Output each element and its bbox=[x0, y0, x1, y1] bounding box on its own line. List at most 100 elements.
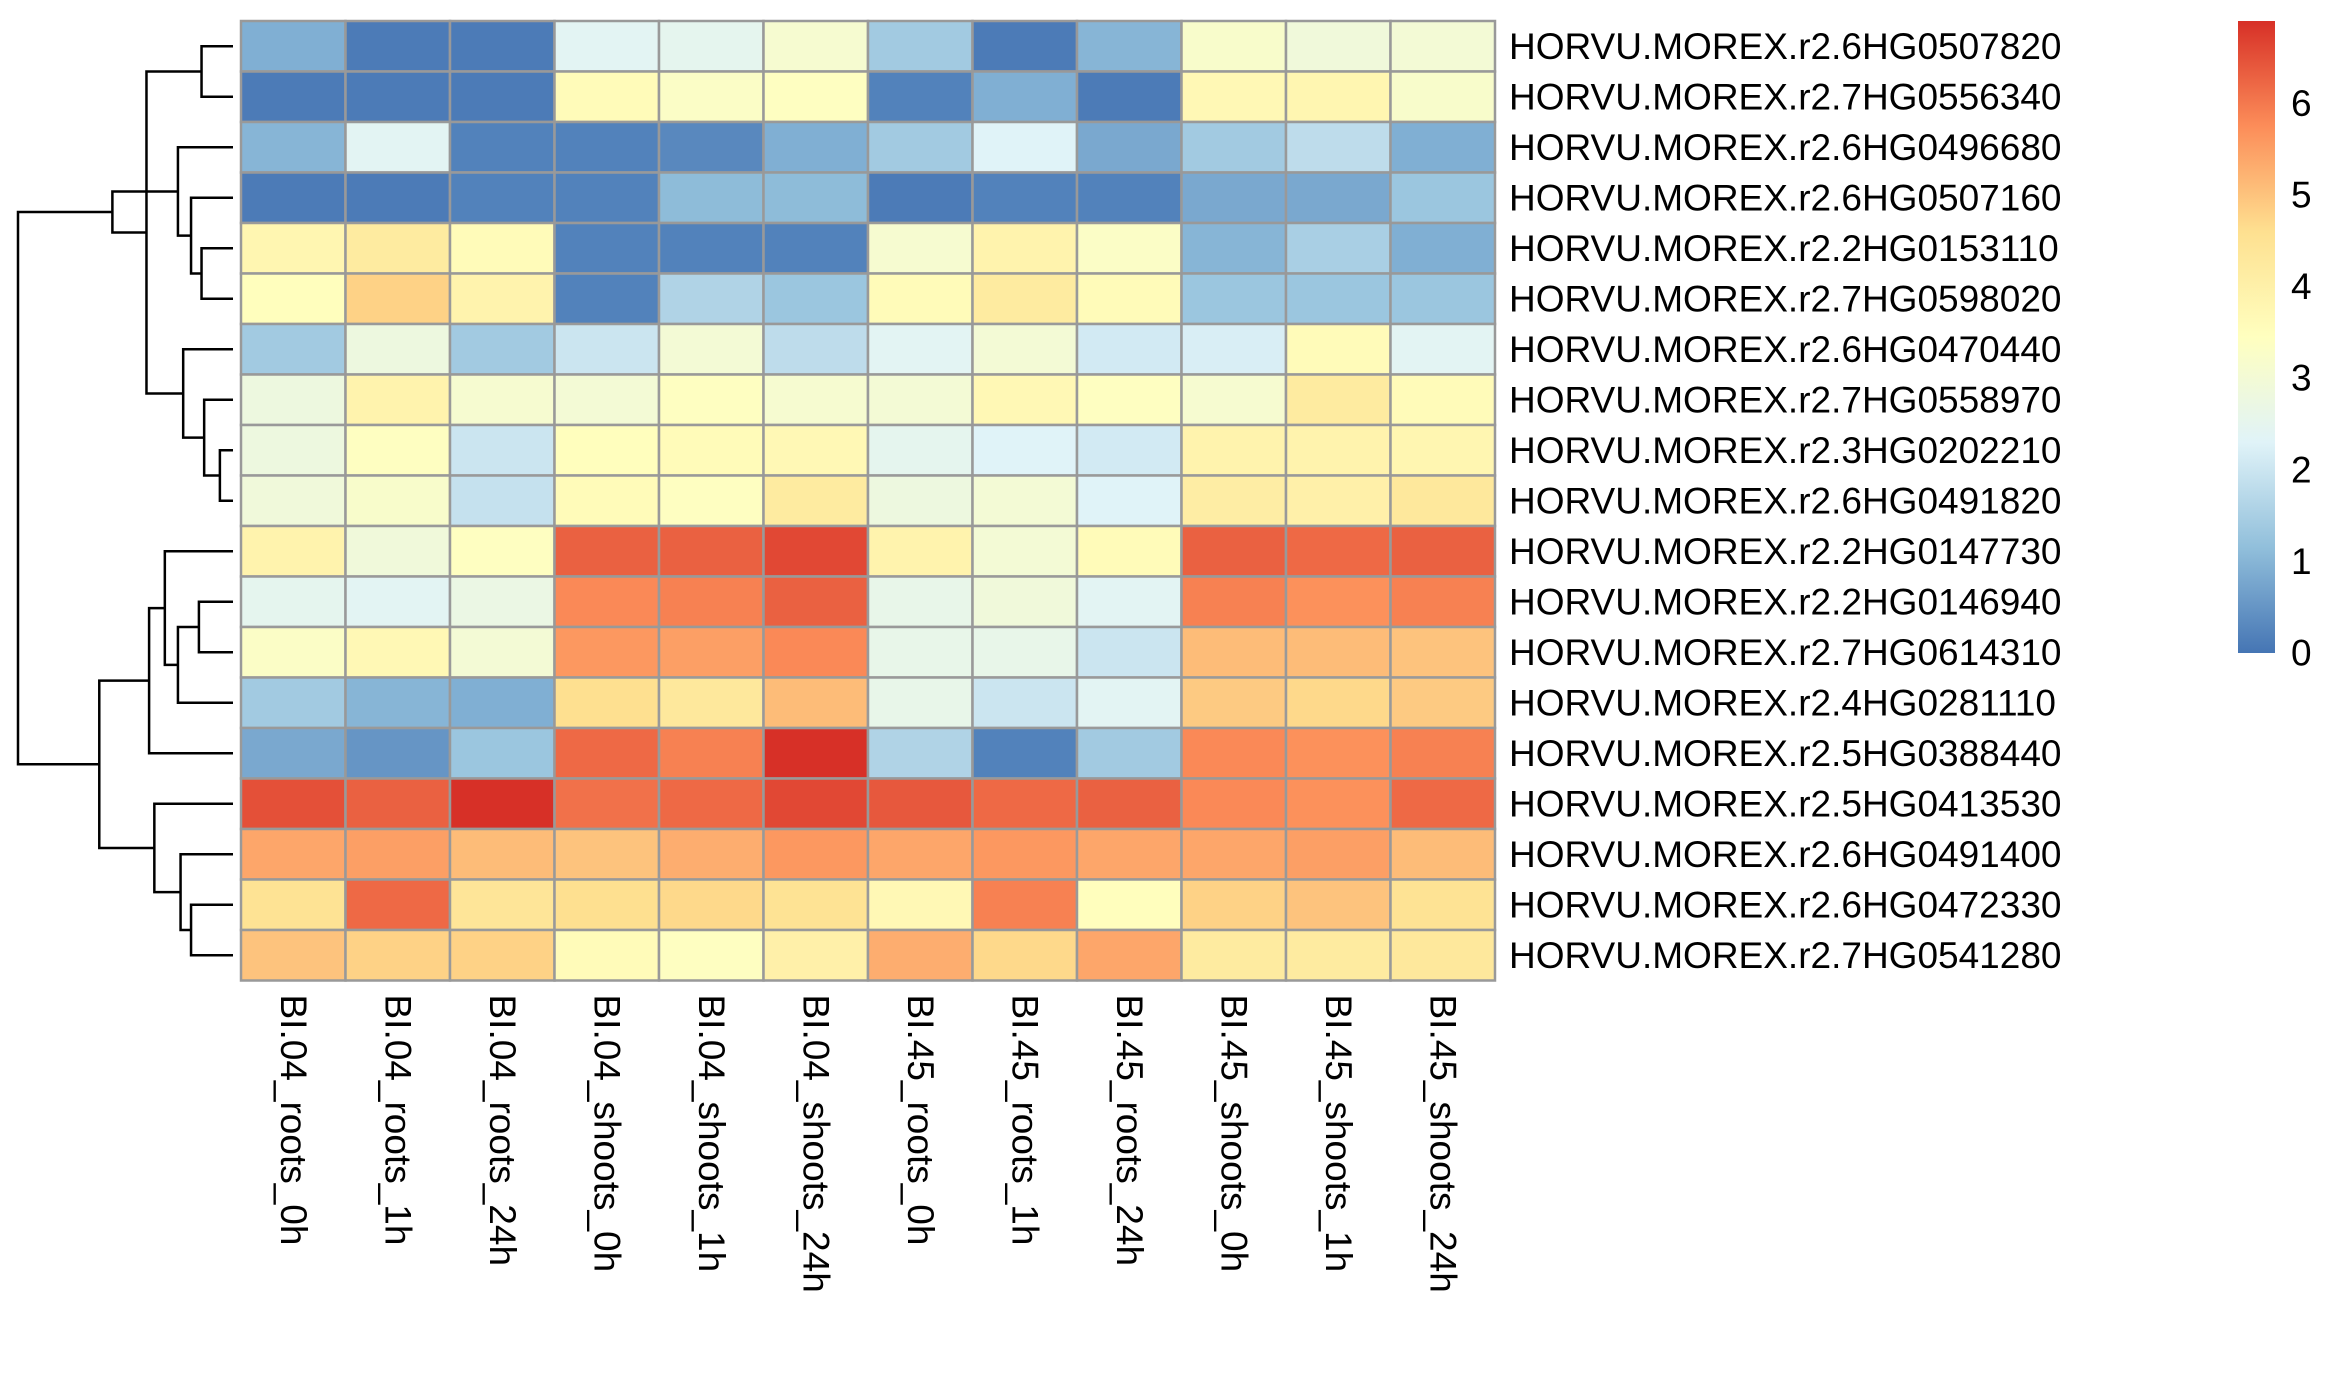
row-label: HORVU.MOREX.r2.7HG0598020 bbox=[1509, 278, 2062, 319]
row-label: HORVU.MOREX.r2.7HG0556340 bbox=[1509, 76, 2062, 117]
column-label: BI.45_shoots_1h bbox=[1318, 995, 1359, 1273]
legend-tick-label: 2 bbox=[2291, 449, 2312, 490]
heatmap-cell bbox=[553, 928, 661, 982]
heatmap-cell bbox=[866, 726, 974, 780]
heatmap-cell bbox=[1389, 625, 1497, 679]
heatmap-cell bbox=[1389, 524, 1497, 578]
heatmap-cell bbox=[1180, 625, 1288, 679]
heatmap-cell bbox=[762, 19, 870, 73]
legend-tick-label: 6 bbox=[2291, 83, 2312, 124]
heatmap-cell bbox=[239, 474, 347, 528]
heatmap-cell bbox=[657, 928, 765, 982]
heatmap-cell bbox=[1180, 423, 1288, 477]
heatmap-cell bbox=[1284, 474, 1392, 528]
heatmap-cell bbox=[1389, 676, 1497, 730]
heatmap-cell bbox=[239, 373, 347, 427]
heatmap-cell bbox=[762, 373, 870, 427]
heatmap-cell bbox=[762, 171, 870, 225]
heatmap-cell bbox=[239, 777, 347, 831]
heatmap-cell bbox=[1389, 777, 1497, 831]
heatmap-cell bbox=[553, 322, 661, 376]
heatmap-cell bbox=[239, 575, 347, 629]
heatmap-cell bbox=[971, 19, 1079, 73]
dendrogram-branch bbox=[176, 146, 233, 237]
heatmap-cell bbox=[553, 19, 661, 73]
heatmap-cell bbox=[448, 625, 556, 679]
heatmap-cell bbox=[344, 120, 452, 174]
heatmap-cell bbox=[553, 827, 661, 881]
heatmap-cell bbox=[239, 70, 347, 124]
heatmap-cell bbox=[657, 19, 765, 73]
heatmap-cell bbox=[1180, 70, 1288, 124]
heatmap-cell bbox=[1389, 575, 1497, 629]
heatmap-cell bbox=[344, 726, 452, 780]
row-label: HORVU.MOREX.r2.6HG0507820 bbox=[1509, 26, 2062, 67]
heatmap-cell bbox=[1180, 827, 1288, 881]
heatmap-cell bbox=[762, 70, 870, 124]
dendrogram-branch bbox=[189, 903, 233, 957]
heatmap-cell bbox=[657, 726, 765, 780]
heatmap-cell bbox=[448, 423, 556, 477]
heatmap-cell bbox=[553, 878, 661, 932]
heatmap-cell bbox=[553, 221, 661, 275]
heatmap-cell bbox=[239, 928, 347, 982]
row-label: HORVU.MOREX.r2.2HG0153110 bbox=[1509, 228, 2059, 269]
dendrogram-branch bbox=[189, 196, 233, 275]
heatmap-cell bbox=[448, 676, 556, 730]
heatmap-cell bbox=[1389, 827, 1497, 881]
heatmap-cell bbox=[239, 524, 347, 578]
heatmap-cells bbox=[239, 19, 1497, 982]
heatmap-cell bbox=[448, 524, 556, 578]
column-label: BI.04_roots_24h bbox=[482, 995, 523, 1267]
heatmap-cell bbox=[866, 928, 974, 982]
heatmap-cell bbox=[344, 70, 452, 124]
heatmap-cell bbox=[971, 827, 1079, 881]
heatmap-cell bbox=[657, 221, 765, 275]
heatmap-cell bbox=[866, 625, 974, 679]
heatmap-cell bbox=[866, 474, 974, 528]
heatmap-cell bbox=[1075, 575, 1183, 629]
heatmap-cell bbox=[866, 423, 974, 477]
heatmap-cell bbox=[448, 373, 556, 427]
heatmap-cell bbox=[239, 423, 347, 477]
heatmap-cell bbox=[448, 575, 556, 629]
legend-tick-label: 0 bbox=[2291, 633, 2312, 674]
heatmap-cell bbox=[344, 474, 452, 528]
heatmap-cell bbox=[1180, 474, 1288, 528]
heatmap-cell bbox=[1284, 221, 1392, 275]
heatmap-cell bbox=[971, 726, 1079, 780]
heatmap-cell bbox=[657, 373, 765, 427]
heatmap-cell bbox=[239, 120, 347, 174]
heatmap-cell bbox=[971, 423, 1079, 477]
dendrogram-branch bbox=[179, 853, 233, 932]
heatmap-cell bbox=[1284, 322, 1392, 376]
dendrogram-branch bbox=[200, 45, 233, 98]
heatmap-cell bbox=[344, 171, 452, 225]
dendrogram-branch bbox=[16, 210, 113, 766]
heatmap-cell bbox=[762, 726, 870, 780]
heatmap-cell bbox=[971, 777, 1079, 831]
heatmap-cell bbox=[344, 878, 452, 932]
heatmap-cell bbox=[971, 322, 1079, 376]
heatmap-cell bbox=[971, 474, 1079, 528]
heatmap-cell bbox=[657, 878, 765, 932]
heatmap-cell bbox=[1284, 928, 1392, 982]
heatmap-cell bbox=[448, 171, 556, 225]
heatmap-cell bbox=[344, 221, 452, 275]
column-label: BI.45_roots_0h bbox=[900, 995, 941, 1246]
heatmap-cell bbox=[762, 322, 870, 376]
heatmap-cell bbox=[762, 120, 870, 174]
heatmap-cell bbox=[1180, 221, 1288, 275]
heatmap-cell bbox=[866, 777, 974, 831]
row-label: HORVU.MOREX.r2.6HG0496680 bbox=[1509, 127, 2062, 168]
heatmap-cell bbox=[866, 575, 974, 629]
heatmap-cell bbox=[866, 524, 974, 578]
heatmap-cell bbox=[1075, 726, 1183, 780]
legend-tick-label: 1 bbox=[2291, 541, 2312, 582]
heatmap-cell bbox=[866, 827, 974, 881]
heatmap-cell bbox=[762, 878, 870, 932]
heatmap-cell bbox=[971, 70, 1079, 124]
heatmap-cell bbox=[344, 625, 452, 679]
heatmap-cell bbox=[1180, 928, 1288, 982]
